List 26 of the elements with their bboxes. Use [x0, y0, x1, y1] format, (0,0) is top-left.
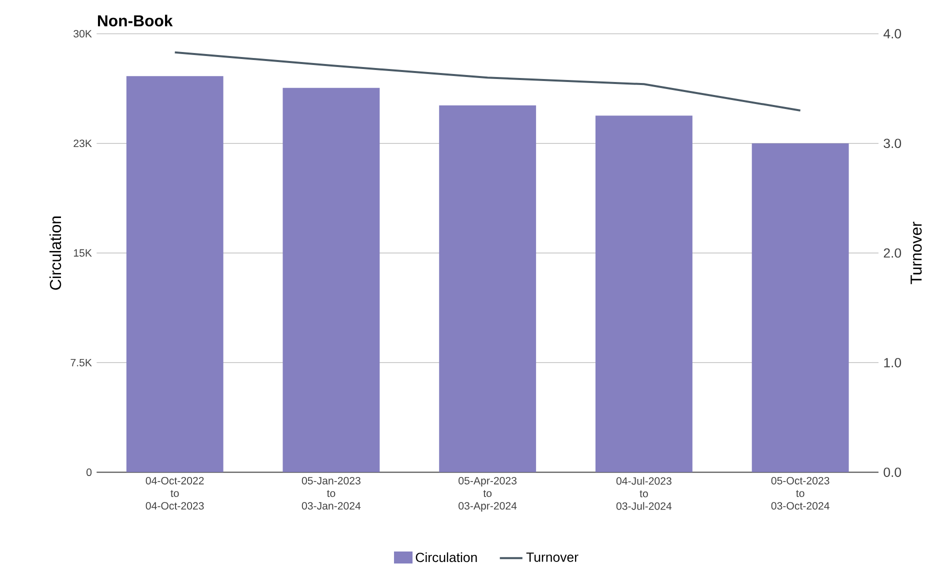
y2-tick-label: 2.0 [884, 248, 902, 258]
line-series [174, 52, 802, 112]
chart-title: Non-Book [98, 14, 173, 27]
x-tick-label: 05-Jan-2023 to 03-Jan-2024 [302, 477, 361, 510]
y2-tick-label: 0.0 [884, 468, 902, 478]
bar [752, 144, 849, 473]
x-tick-label: 05-Oct-2023 to 03-Oct-2024 [771, 477, 830, 510]
x-tick-label: 05-Apr-2023 to 03-Apr-2024 [458, 477, 517, 512]
y2-tick-label: 4.0 [883, 29, 902, 39]
bar [126, 76, 224, 473]
y-tick-label: 7.5K [70, 359, 92, 367]
y-tick-label: 15K [74, 250, 92, 257]
y2-tick-label: 1.0 [884, 358, 902, 368]
bar [439, 106, 536, 473]
legend-label: Turnover [526, 552, 578, 562]
y2-axis-title: Turnover [910, 222, 922, 284]
y-tick-label: 0 [86, 468, 92, 476]
legend-label: Circulation [416, 552, 477, 562]
bar [282, 88, 380, 473]
x-tick-label: 04-Jul-2023 to 03-Jul-2024 [616, 477, 672, 510]
bar [595, 116, 692, 473]
y2-tick-label: 3.0 [884, 138, 902, 148]
x-tick-label: 04-Oct-2022 to 04-Oct-2023 [146, 477, 204, 510]
y-axis-title: Circulation [49, 216, 62, 290]
y-tick-label: 30K [74, 30, 92, 38]
y-tick-label: 23K [74, 140, 92, 148]
